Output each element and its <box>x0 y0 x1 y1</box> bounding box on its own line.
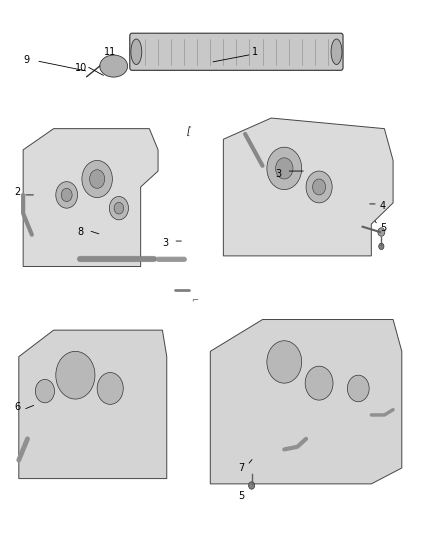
FancyBboxPatch shape <box>130 33 343 70</box>
Text: 8: 8 <box>78 227 84 237</box>
Circle shape <box>347 375 369 402</box>
Circle shape <box>35 379 54 403</box>
Text: 5: 5 <box>239 490 245 500</box>
Circle shape <box>379 243 384 249</box>
Circle shape <box>276 158 293 179</box>
Text: 11: 11 <box>104 47 116 56</box>
Circle shape <box>56 351 95 399</box>
Polygon shape <box>19 330 167 479</box>
Text: 9: 9 <box>23 55 29 64</box>
Circle shape <box>82 160 113 198</box>
Text: 1: 1 <box>252 47 258 56</box>
Circle shape <box>89 169 105 188</box>
Ellipse shape <box>131 39 142 64</box>
Circle shape <box>114 203 124 214</box>
Polygon shape <box>23 128 158 266</box>
Text: 2: 2 <box>14 187 21 197</box>
Circle shape <box>313 179 325 195</box>
Ellipse shape <box>331 39 342 64</box>
Circle shape <box>267 147 302 190</box>
Polygon shape <box>210 319 402 484</box>
Circle shape <box>61 188 72 201</box>
Text: 7: 7 <box>239 463 245 473</box>
Text: 3: 3 <box>276 169 282 179</box>
Text: 3: 3 <box>162 238 169 248</box>
Text: ⌐: ⌐ <box>191 296 198 305</box>
Circle shape <box>249 482 254 489</box>
Circle shape <box>378 228 385 236</box>
Circle shape <box>267 341 302 383</box>
Text: [: [ <box>186 125 193 135</box>
Text: 6: 6 <box>14 402 21 412</box>
Text: 5: 5 <box>380 223 386 233</box>
Circle shape <box>56 182 78 208</box>
Ellipse shape <box>100 55 127 77</box>
Circle shape <box>305 366 333 400</box>
Circle shape <box>306 171 332 203</box>
Polygon shape <box>223 118 393 256</box>
Circle shape <box>110 197 128 220</box>
Text: 10: 10 <box>75 63 88 72</box>
Text: 4: 4 <box>380 200 386 211</box>
Circle shape <box>97 373 123 405</box>
